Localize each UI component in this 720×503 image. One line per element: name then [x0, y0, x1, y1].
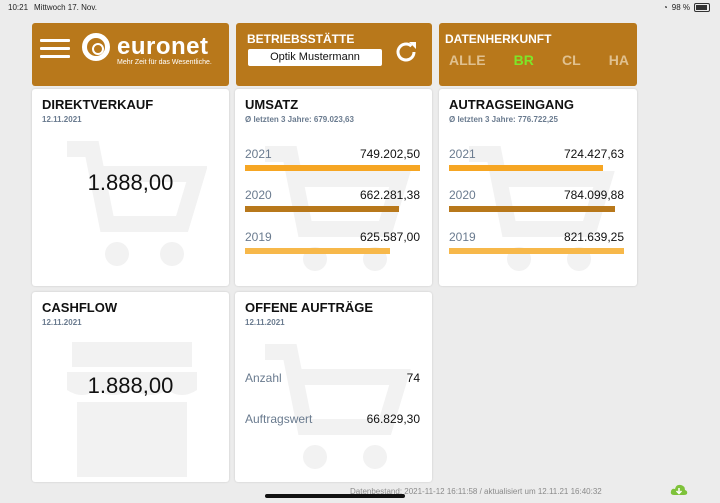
cloud-download-icon[interactable] — [670, 483, 688, 497]
umsatz-card[interactable]: UMSATZ Ø letzten 3 Jahre: 679.023,63 202… — [235, 89, 432, 286]
status-time: 10:21 — [8, 3, 29, 12]
source-option-alle[interactable]: ALLE — [449, 52, 486, 68]
row-value: 821.639,25 — [563, 230, 624, 244]
source-option-ha[interactable]: HA — [608, 52, 629, 68]
card-date: 12.11.2021 — [245, 318, 285, 327]
source-option-cl[interactable]: CL — [561, 52, 581, 68]
row-year: 2019 — [245, 230, 272, 244]
card-title: OFFENE AUFTRÄGE — [245, 300, 374, 315]
row-bar — [449, 206, 616, 212]
site-title: BETRIEBSSTÄTTE — [247, 32, 355, 46]
row-bar — [245, 248, 391, 254]
card-value: 1.888,00 — [87, 170, 174, 195]
status-date: Mittwoch 17. Nov. — [34, 3, 97, 12]
menu-icon[interactable] — [40, 39, 70, 63]
cashflow-card[interactable]: CASHFLOW 12.11.2021 1.888,00 — [32, 292, 229, 482]
row-bar — [245, 206, 399, 212]
site-tile: BETRIEBSSTÄTTE Optik Mustermann — [236, 23, 432, 86]
row-year: 2021 — [449, 147, 476, 161]
row-bar — [449, 248, 624, 254]
card-subtitle: Ø letzten 3 Jahre: 679.023,63 — [245, 115, 354, 124]
logo-text: euronet — [117, 33, 209, 60]
home-indicator[interactable] — [265, 494, 405, 498]
card-subtitle: Ø letzten 3 Jahre: 776.722,25 — [449, 115, 558, 124]
site-selector[interactable]: Optik Mustermann — [248, 49, 382, 66]
card-title: AUTRAGSEINGANG — [449, 97, 574, 112]
auftragseingang-card[interactable]: AUTRAGSEINGANG Ø letzten 3 Jahre: 776.72… — [439, 89, 637, 286]
data-timestamp: Datenbestand: 2021-11-12 16:11:58 / aktu… — [350, 487, 602, 496]
status-right: ◔ 98 % — [663, 3, 710, 12]
worth-value: 66.829,30 — [366, 412, 420, 426]
logo-slogan: Mehr Zeit für das Wesentliche. — [117, 59, 212, 66]
wifi-icon: ◔ — [662, 3, 668, 12]
euronet-logo-icon — [82, 33, 110, 61]
cart-watermark-icon — [67, 141, 207, 266]
battery-percent: 98 % — [671, 3, 690, 12]
card-title: CASHFLOW — [42, 300, 118, 315]
card-date: 12.11.2021 — [42, 115, 82, 124]
row-year: 2020 — [245, 188, 272, 202]
card-value: 1.888,00 — [87, 373, 174, 398]
card-title: UMSATZ — [245, 97, 299, 112]
row-value: 784.099,88 — [563, 188, 624, 202]
row-year: 2020 — [449, 188, 476, 202]
row-value: 724.427,63 — [563, 147, 624, 161]
logo-tile: euronet Mehr Zeit für das Wesentliche. — [32, 23, 229, 86]
source-options: ALLE BR CL HA — [449, 52, 629, 68]
row-value: 662.281,38 — [359, 188, 420, 202]
shop-watermark-icon — [67, 342, 197, 477]
card-title: DIREKTVERKAUF — [42, 97, 154, 112]
battery-icon — [694, 3, 710, 12]
count-label: Anzahl — [245, 371, 282, 385]
offene-auftraege-card[interactable]: OFFENE AUFTRÄGE 12.11.2021 Anzahl 74 Auf… — [235, 292, 432, 482]
row-year: 2021 — [245, 147, 272, 161]
status-bar: 10:21 Mittwoch 17. Nov. ◔ 98 % — [0, 0, 720, 14]
refresh-icon[interactable] — [392, 38, 420, 66]
row-value: 749.202,50 — [359, 147, 420, 161]
source-title: DATENHERKUNFT — [445, 32, 552, 46]
worth-label: Auftragswert — [245, 412, 313, 426]
direktverkauf-card[interactable]: DIREKTVERKAUF 12.11.2021 i 1.888,00 — [32, 89, 229, 286]
row-value: 625.587,00 — [359, 230, 420, 244]
row-bar — [245, 165, 420, 171]
row-year: 2019 — [449, 230, 476, 244]
source-option-br[interactable]: BR — [513, 52, 534, 68]
source-tile: DATENHERKUNFT ALLE BR CL HA — [439, 23, 637, 86]
cart-watermark-icon — [265, 344, 411, 469]
card-date: 12.11.2021 — [42, 318, 82, 327]
count-value: 74 — [406, 371, 420, 385]
row-bar — [449, 165, 603, 171]
